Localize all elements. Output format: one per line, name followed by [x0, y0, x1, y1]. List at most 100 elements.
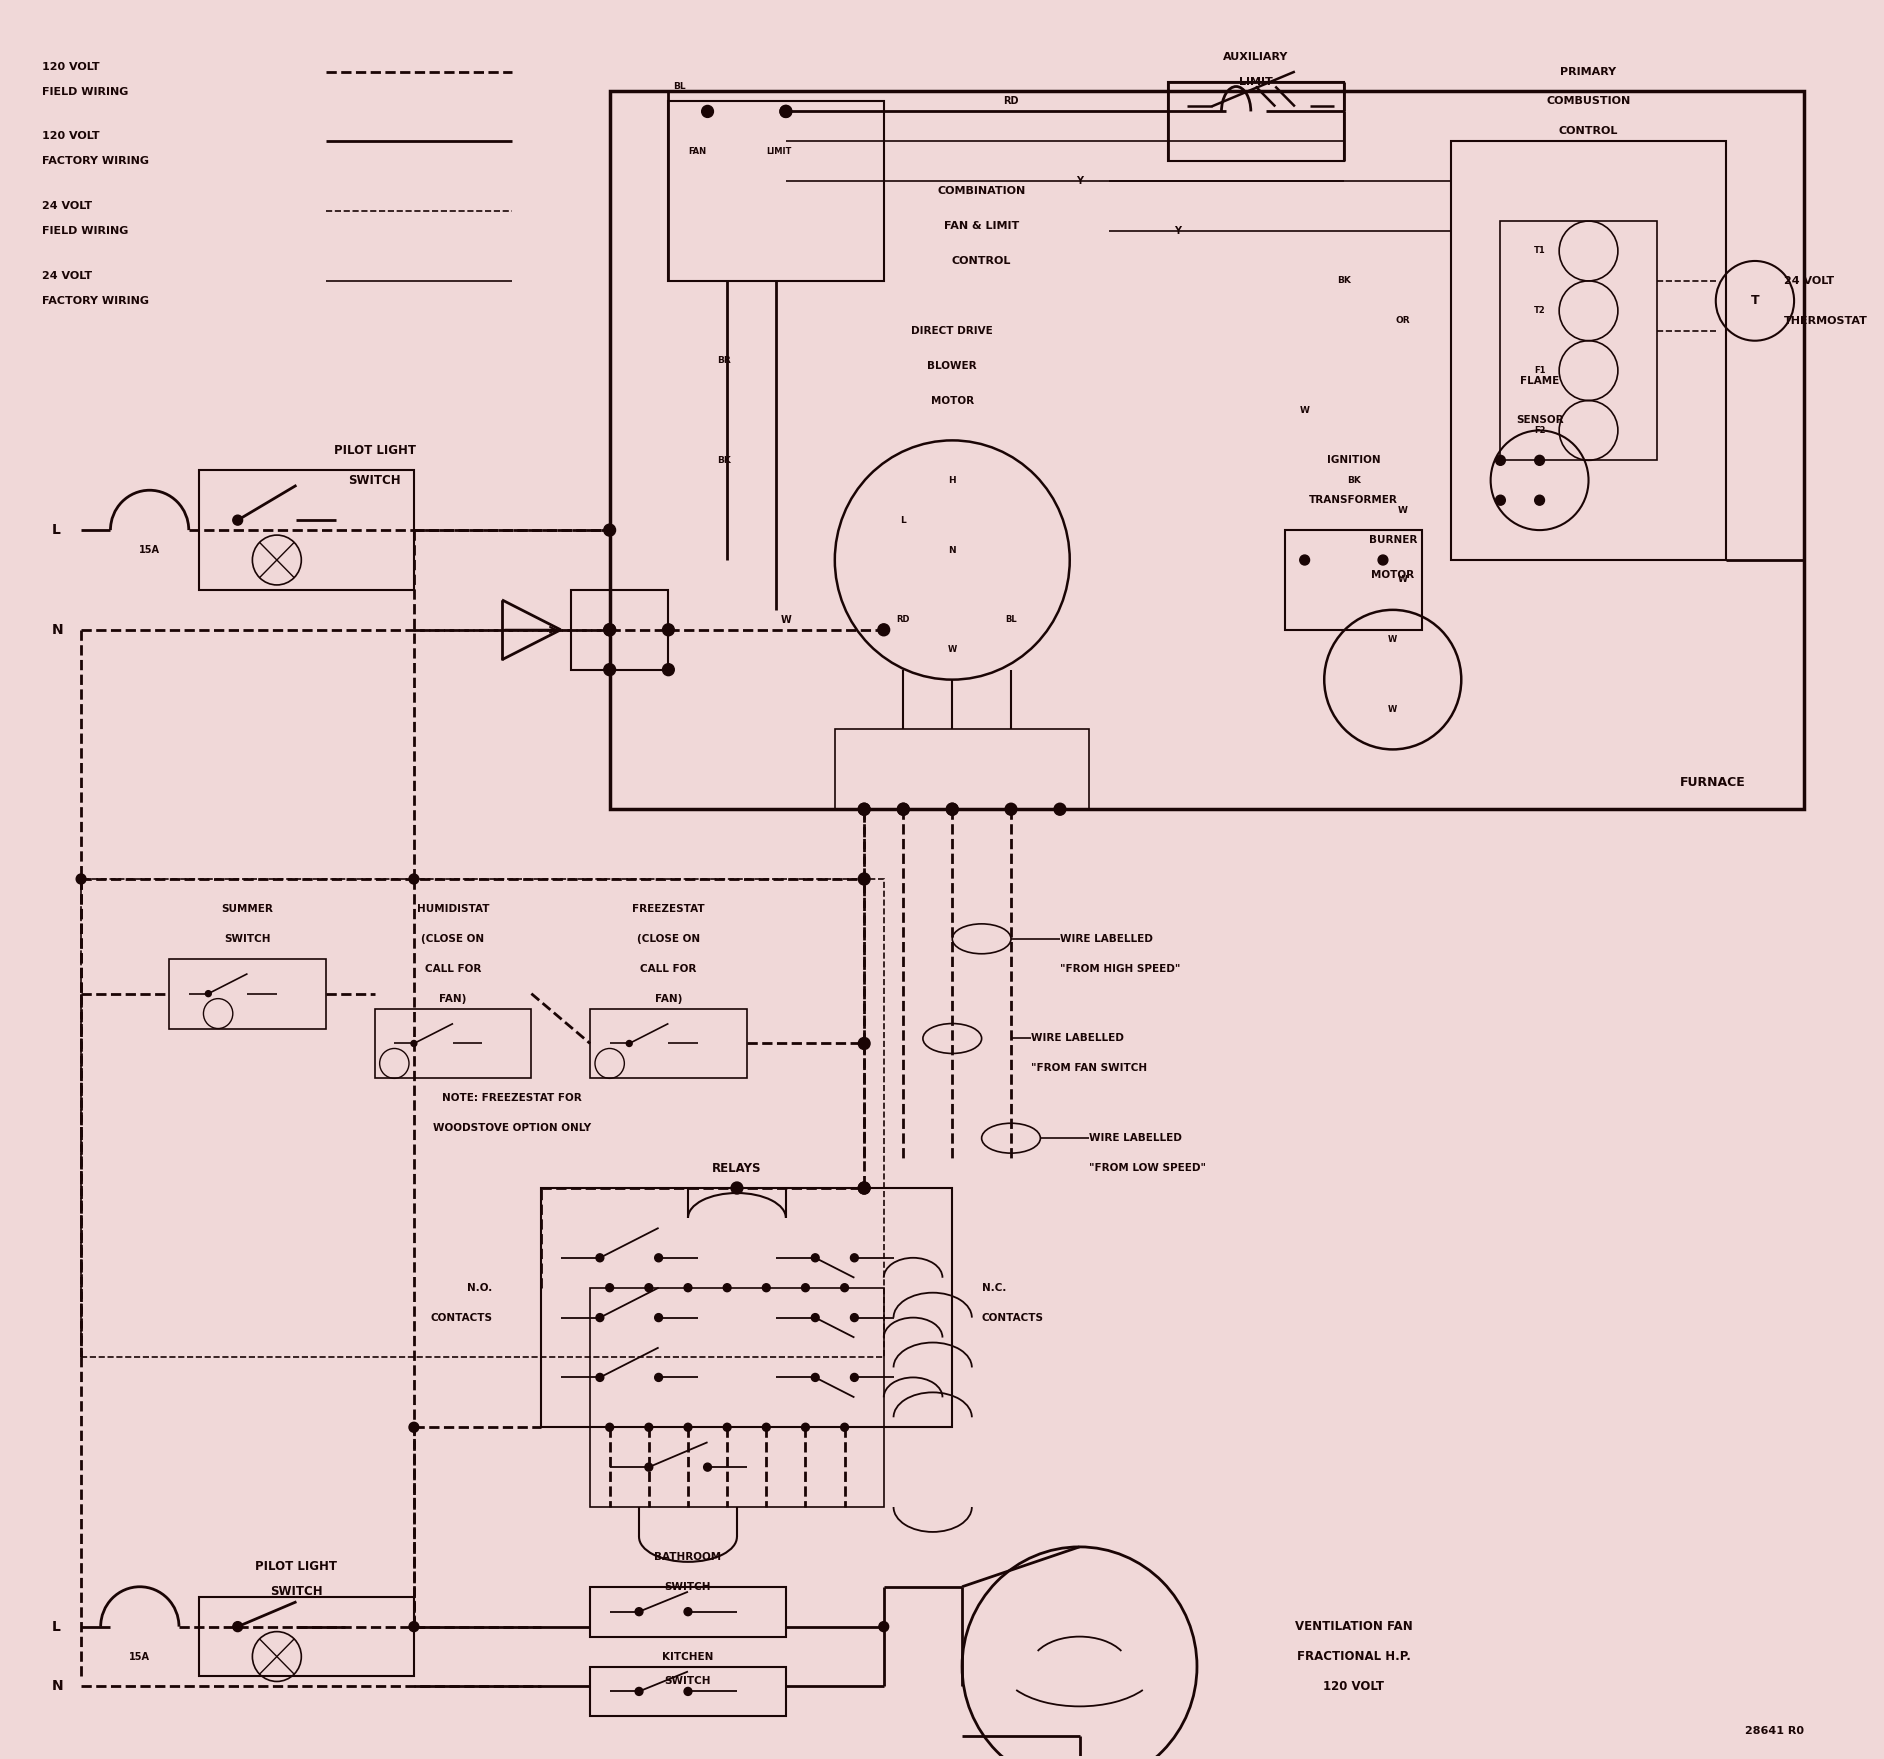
Text: 24 VOLT: 24 VOLT [41, 271, 92, 281]
Text: TRANSFORMER: TRANSFORMER [1309, 496, 1398, 505]
Circle shape [723, 1423, 731, 1432]
Circle shape [603, 624, 616, 635]
Circle shape [663, 624, 674, 635]
Circle shape [684, 1687, 691, 1696]
Text: FREEZESTAT: FREEZESTAT [633, 904, 705, 915]
Text: NOTE: FREEZESTAT FOR: NOTE: FREEZESTAT FOR [443, 1094, 582, 1103]
Text: CONTACTS: CONTACTS [982, 1312, 1044, 1323]
Bar [590, 1666, 786, 1717]
Text: (CLOSE ON: (CLOSE ON [637, 934, 701, 945]
Bar [590, 1008, 746, 1078]
Text: FRACTIONAL H.P.: FRACTIONAL H.P. [1296, 1650, 1411, 1662]
Circle shape [607, 1423, 614, 1432]
Text: HUMIDISTAT: HUMIDISTAT [416, 904, 490, 915]
Text: VENTILATION FAN: VENTILATION FAN [1294, 1620, 1413, 1632]
Text: WOODSTOVE OPTION ONLY: WOODSTOVE OPTION ONLY [433, 1124, 592, 1133]
Text: BURNER: BURNER [1368, 535, 1417, 545]
Circle shape [1496, 456, 1505, 466]
Text: BL: BL [673, 83, 686, 91]
Text: W: W [1389, 635, 1398, 644]
Text: SENSOR: SENSOR [1517, 415, 1564, 426]
Text: FAN & LIMIT: FAN & LIMIT [944, 222, 1019, 230]
Text: W: W [1398, 575, 1407, 584]
Text: 24 VOLT: 24 VOLT [1784, 276, 1835, 287]
Circle shape [644, 1284, 652, 1291]
Circle shape [878, 624, 889, 635]
Text: W: W [948, 646, 957, 654]
Text: CONTROL: CONTROL [951, 257, 1012, 266]
Circle shape [840, 1284, 848, 1291]
Text: 15A: 15A [139, 545, 160, 556]
Text: CONTACTS: CONTACTS [430, 1312, 492, 1323]
Circle shape [1535, 496, 1545, 505]
Circle shape [859, 1038, 870, 1050]
Circle shape [801, 1284, 810, 1291]
Circle shape [205, 990, 211, 997]
Circle shape [595, 1314, 603, 1321]
Circle shape [1053, 804, 1066, 814]
Bar [571, 589, 669, 670]
Text: FLAME: FLAME [1520, 376, 1560, 385]
Text: MOTOR: MOTOR [931, 396, 974, 406]
Circle shape [731, 1182, 742, 1194]
Circle shape [763, 1423, 771, 1432]
Circle shape [409, 874, 418, 885]
Text: SWITCH: SWITCH [349, 473, 401, 487]
Text: BL: BL [1006, 616, 1017, 624]
Circle shape [411, 1041, 416, 1047]
Circle shape [723, 1284, 731, 1291]
Text: 28641 R0: 28641 R0 [1745, 1726, 1803, 1736]
Text: FIELD WIRING: FIELD WIRING [41, 227, 128, 236]
Bar [590, 1288, 884, 1427]
Text: PILOT LIGHT: PILOT LIGHT [333, 443, 416, 457]
Circle shape [1006, 804, 1017, 814]
Bar [1168, 81, 1343, 162]
Text: FAN): FAN) [439, 994, 467, 1004]
Circle shape [812, 1314, 820, 1321]
Circle shape [812, 1374, 820, 1381]
Circle shape [684, 1608, 691, 1617]
Text: BK: BK [718, 456, 731, 464]
Text: SWITCH: SWITCH [224, 934, 271, 945]
Text: 120 VOLT: 120 VOLT [41, 132, 100, 141]
Text: F2: F2 [1534, 426, 1545, 434]
Bar [1500, 222, 1658, 461]
Text: FACTORY WIRING: FACTORY WIRING [41, 296, 149, 306]
Text: KITCHEN: KITCHEN [663, 1652, 714, 1662]
Circle shape [595, 1374, 603, 1381]
Circle shape [607, 1284, 614, 1291]
Circle shape [850, 1374, 859, 1381]
Circle shape [656, 1314, 663, 1321]
Text: SWITCH: SWITCH [269, 1585, 322, 1599]
Circle shape [1377, 556, 1389, 565]
Text: WIRE LABELLED: WIRE LABELLED [1031, 1034, 1123, 1043]
Circle shape [859, 804, 870, 814]
Text: N: N [51, 1680, 64, 1694]
Circle shape [656, 1374, 663, 1381]
Text: BLOWER: BLOWER [927, 361, 978, 371]
Circle shape [684, 1423, 691, 1432]
Text: COMBUSTION: COMBUSTION [1547, 97, 1632, 107]
Text: L: L [51, 1620, 60, 1634]
Text: LIMIT: LIMIT [767, 146, 791, 157]
Circle shape [780, 106, 791, 118]
Bar [170, 959, 326, 1029]
Text: RD: RD [897, 616, 910, 624]
Circle shape [859, 1182, 870, 1194]
Circle shape [780, 106, 791, 118]
Circle shape [701, 106, 714, 118]
Circle shape [878, 1622, 889, 1632]
Text: W: W [1398, 505, 1407, 515]
Circle shape [234, 515, 243, 526]
Text: W: W [1300, 406, 1309, 415]
Circle shape [812, 1254, 820, 1261]
Circle shape [625, 1041, 633, 1047]
Bar [610, 91, 1803, 809]
Text: WIRE LABELLED: WIRE LABELLED [1061, 934, 1153, 945]
Text: AUXILIARY: AUXILIARY [1223, 51, 1289, 62]
Circle shape [635, 1687, 642, 1696]
Text: 15A: 15A [130, 1652, 151, 1662]
Bar [1451, 141, 1726, 559]
Circle shape [684, 1284, 691, 1291]
Circle shape [595, 1254, 603, 1261]
